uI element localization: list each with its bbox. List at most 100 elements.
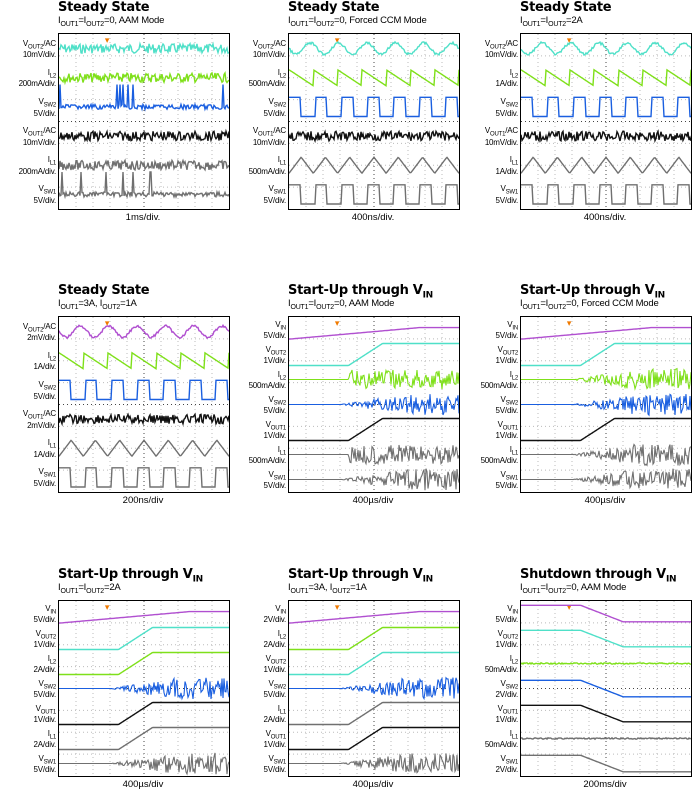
text-main: =0, Forced CCM Mode [566, 298, 659, 309]
text-subscript: IN [665, 574, 677, 585]
text-subscript: L2 [279, 634, 286, 641]
scope-plot: ▾ [59, 601, 229, 776]
trace-v-out1 [59, 128, 229, 143]
channel-scale: 5V/div. [263, 765, 287, 775]
text-subscript: SW2 [505, 400, 519, 407]
timebase-label: 400ns/div. [583, 212, 627, 223]
text-subscript: SW2 [43, 385, 57, 392]
text-main: I [520, 582, 523, 593]
channel-scale: 2A/div. [263, 640, 287, 650]
channel-label: VOUT1/AC 2mV/div. [23, 410, 56, 430]
text-main: Start-Up through V [520, 283, 655, 298]
text-main: Steady State [58, 283, 150, 298]
channel-coupling: /AC [273, 38, 286, 48]
text-subscript: SW2 [273, 400, 287, 407]
channel-label: IL1 2A/div. [264, 704, 287, 725]
channel-label: IL1 1A/div. [34, 438, 57, 459]
trigger-marker-icon: ▾ [567, 602, 572, 612]
text-main: I [509, 653, 512, 663]
trace-i-l2 [59, 71, 229, 86]
channel-name: VOUT1/AC [253, 126, 286, 138]
timebase-label: 400µs/div [352, 779, 394, 790]
text-main: V [22, 321, 29, 331]
text-subscript: OUT2 [548, 20, 566, 28]
text-main: V [268, 394, 274, 404]
channel-scale: 500mA/div. [480, 381, 519, 391]
channel-label: VOUT1 1V/div. [495, 420, 519, 441]
channel-coupling: /AC [505, 38, 518, 48]
trace-v-sw2 [59, 676, 229, 701]
channel-label: VSW2 5V/div. [264, 394, 287, 416]
channel-label: VOUT2/AC 2mV/div. [22, 321, 56, 343]
trace-v-out1 [59, 412, 229, 427]
panel-title: Start-Up through VIN [288, 283, 433, 301]
channel-name: VOUT1/AC [23, 126, 56, 138]
channel-name: VSW2 [38, 96, 56, 108]
text-main: V [38, 96, 44, 106]
text-main: I [47, 155, 50, 165]
text-main: I [47, 728, 50, 738]
trigger-marker-icon: ▾ [335, 318, 340, 328]
scope-plot: ▾ [521, 601, 691, 776]
trace-v-sw2 [289, 676, 459, 701]
text-subscript: OUT2 [548, 587, 566, 595]
text-subscript: OUT1 [490, 131, 506, 138]
channel-label: IL1 500mA/div. [249, 444, 287, 466]
scope-panel: Steady State IOUT1=IOUT2=2A VOUT2/AC 10mV/d… [462, 0, 693, 235]
text-subscript: SW2 [273, 102, 287, 109]
text-subscript: OUT2 [502, 350, 518, 357]
text-main: V [38, 184, 44, 194]
trace-i-l2 [289, 368, 459, 390]
channel-scale: 50mA/div. [484, 740, 518, 750]
channel-name: IL1 [48, 438, 57, 450]
trace-v-sw2 [521, 679, 691, 698]
trace-v-out1 [521, 704, 691, 723]
trace-v-out1 [59, 701, 229, 726]
text-main: I [509, 444, 512, 454]
panel-condition: IOUT1=IOUT2=0, AAM Mode [520, 582, 626, 595]
text-subscript: SW2 [505, 684, 519, 691]
text-subscript: SW2 [505, 102, 519, 109]
trace-i-l1 [59, 158, 229, 172]
channel-name: VSW2 [38, 678, 56, 690]
text-subscript: OUT2 [258, 44, 274, 51]
text-main: I [277, 155, 280, 165]
channel-label: IL2 500mA/div. [249, 370, 287, 391]
text-main: Steady State [288, 0, 380, 15]
text-subscript: L2 [279, 375, 286, 382]
text-subscript: IN [192, 574, 204, 585]
channel-scale: 500mA/div. [480, 456, 519, 466]
channel-scale: 5V/div. [495, 108, 519, 118]
trace-v-out2 [59, 323, 229, 340]
text-main: =I [540, 582, 549, 593]
channel-scale: 200mA/div. [18, 79, 57, 89]
text-subscript: L1 [49, 160, 56, 167]
trace-i-l1 [521, 736, 691, 741]
channel-scale: 1V/div. [33, 715, 57, 725]
text-main: V [265, 728, 271, 738]
channel-name: VOUT2/AC [22, 321, 56, 333]
panel-title: Steady State [58, 0, 150, 15]
text-main: I [509, 728, 512, 738]
scope-panel: Start-Up through VIN IOUT1=3A, IOUT2=1A VI… [230, 567, 461, 802]
channel-scale: 1V/div. [495, 431, 519, 441]
panel-condition: IOUT1=IOUT2=0, Forced CCM Mode [520, 298, 659, 311]
text-main: =I [540, 15, 549, 26]
text-subscript: OUT1 [522, 303, 541, 311]
channel-label: VOUT2 1V/div. [496, 345, 519, 366]
text-subscript: OUT1 [502, 709, 518, 716]
channel-label: VSW2 5V/div. [264, 97, 287, 118]
text-subscript: OUT2 [502, 634, 518, 641]
channel-scale: 200mA/div. [18, 166, 57, 176]
text-subscript: L2 [511, 375, 518, 382]
channel-name: VOUT2/AC [23, 39, 56, 50]
trace-i-l1 [521, 155, 691, 175]
text-main: V [38, 379, 44, 389]
text-subscript: L2 [49, 73, 56, 80]
text-subscript: OUT2 [270, 350, 286, 357]
text-main: I [277, 444, 280, 454]
channel-label: VSW1 5V/div. [264, 185, 287, 205]
text-main: I [288, 582, 291, 593]
channel-label: IL1 50mA/div. [484, 728, 518, 750]
text-main: V [38, 678, 44, 688]
